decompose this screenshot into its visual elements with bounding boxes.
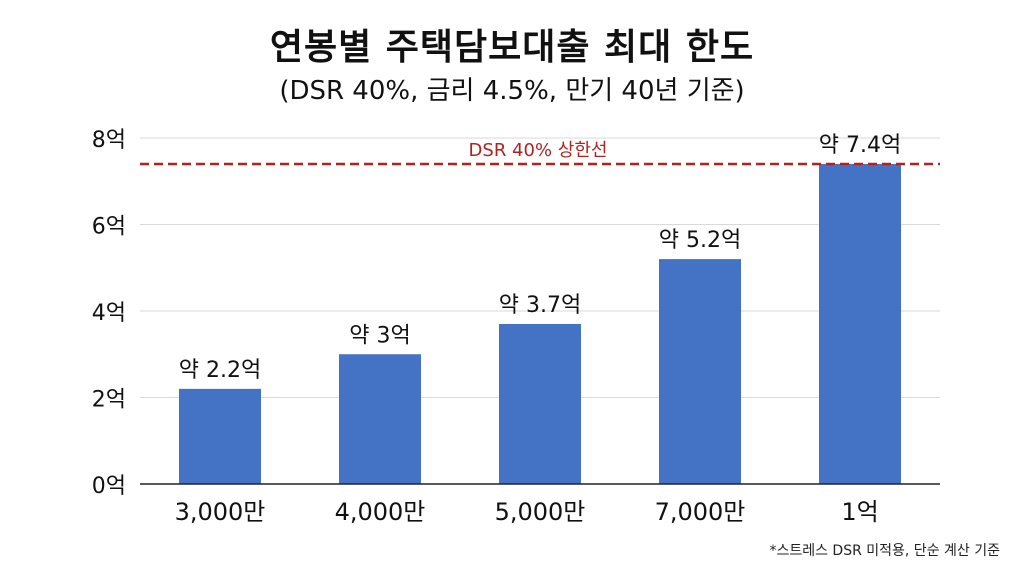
x-tick-label: 5,000만 — [495, 498, 586, 526]
x-tick-label: 7,000만 — [655, 498, 746, 526]
y-tick-label: 2억 — [92, 388, 126, 413]
x-tick-label: 1억 — [841, 498, 878, 526]
bar — [819, 163, 901, 484]
data-label: 약 2.2억 — [179, 358, 261, 383]
data-label: 약 7.4억 — [819, 133, 901, 158]
y-tick-label: 6억 — [92, 215, 126, 240]
y-tick-label: 4억 — [92, 301, 126, 326]
x-tick-label: 4,000만 — [335, 498, 426, 526]
x-tick-label: 3,000만 — [175, 498, 266, 526]
y-tick-label: 0억 — [92, 474, 126, 499]
data-label: 약 3억 — [349, 323, 410, 348]
data-label: 약 5.2억 — [659, 228, 741, 253]
bar — [339, 354, 421, 484]
y-tick-label: 8억 — [92, 128, 126, 153]
reference-line-label: DSR 40% 상한선 — [469, 140, 608, 161]
footnote: *스트레스 DSR 미적용, 단순 계산 기준 — [769, 543, 1000, 559]
bar — [499, 323, 581, 484]
data-label: 약 3.7억 — [499, 293, 581, 318]
chart-subtitle: (DSR 40%, 금리 4.5%, 만기 40년 기준) — [279, 76, 745, 106]
bar — [659, 259, 741, 484]
chart-title: 연봉별 주택담보대출 최대 한도 — [269, 27, 755, 68]
bar — [179, 388, 261, 484]
